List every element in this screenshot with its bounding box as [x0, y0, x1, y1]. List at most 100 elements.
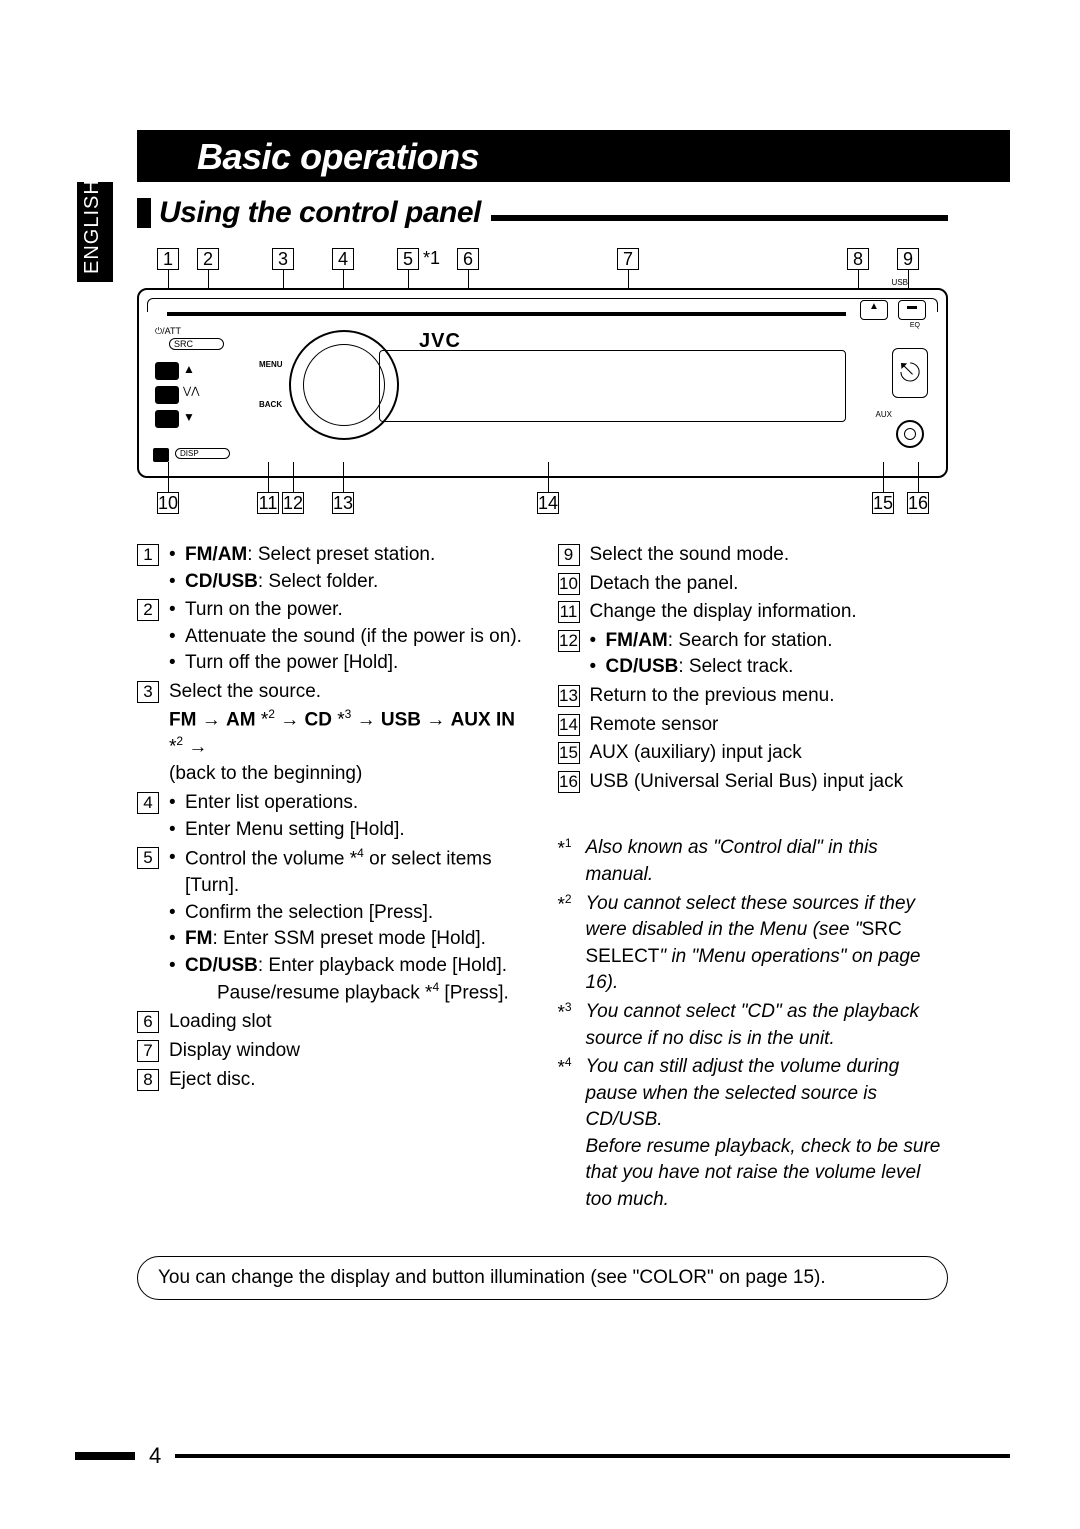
item-number: 4 — [137, 792, 159, 814]
footnote: *2You cannot select these sources if the… — [558, 891, 949, 997]
up-button-icon — [155, 362, 179, 380]
item-body: Detach the panel. — [590, 571, 949, 598]
callout-2: 2 — [197, 248, 219, 270]
item-number: 7 — [137, 1040, 159, 1062]
item-number: 10 — [558, 573, 580, 595]
page-content: Basic operations Using the control panel… — [75, 130, 1010, 1300]
item-body: Return to the previous menu. — [590, 683, 949, 710]
item-body: Select the sound mode. — [590, 542, 949, 569]
stereo-panel: ▲ ▬ EQ JVC ⏻/ATT SRC ▲ ⋁⋀ ▼ MENU BACK DI… — [137, 288, 948, 478]
item-body: •FM/AM: Search for station.•CD/USB: Sele… — [590, 628, 949, 681]
item-number: 9 — [558, 544, 580, 566]
src-label: SRC — [169, 338, 224, 350]
callout-5: 5 — [397, 248, 419, 270]
power-label: ⏻/ATT — [155, 326, 181, 337]
callout-6: 6 — [457, 248, 479, 270]
item-body: •Control the volume *4 or select items [… — [169, 845, 528, 1007]
list-item: 1 •FM/AM: Select preset station.•CD/USB: … — [137, 542, 528, 595]
loading-slot — [167, 312, 846, 316]
item-number: 8 — [137, 1069, 159, 1091]
star-annotation: *1 — [423, 248, 440, 269]
callout-9: 9 — [897, 248, 919, 270]
subhead-bar — [137, 198, 151, 228]
menu-label: MENU — [259, 360, 283, 369]
list-item: 4 •Enter list operations.•Enter Menu sett… — [137, 790, 528, 843]
item-body: AUX (auxiliary) input jack — [590, 740, 949, 767]
callout-12: 12 — [282, 492, 304, 514]
list-item: 9 Select the sound mode. — [558, 542, 949, 569]
down-button-icon — [155, 410, 179, 428]
detach-button-icon — [153, 448, 169, 462]
item-number: 3 — [137, 681, 159, 703]
disp-label: DISP — [175, 448, 230, 459]
item-body: •Enter list operations.•Enter Menu setti… — [169, 790, 528, 843]
footnotes: *1Also known as "Control dial" in this m… — [558, 835, 949, 1213]
item-body: Loading slot — [169, 1009, 528, 1036]
list-item: 8 Eject disc. — [137, 1067, 528, 1094]
footer-left-bar — [75, 1452, 135, 1460]
callout-3: 3 — [272, 248, 294, 270]
nav-button-icon — [155, 386, 179, 404]
item-number: 13 — [558, 685, 580, 707]
item-number: 16 — [558, 771, 580, 793]
callout-13: 13 — [332, 492, 354, 514]
item-body: Display window — [169, 1038, 528, 1065]
list-item: 12 •FM/AM: Search for station.•CD/USB: Se… — [558, 628, 949, 681]
list-item: 11 Change the display information. — [558, 599, 949, 626]
footnote: *1Also known as "Control dial" in this m… — [558, 835, 949, 888]
list-item: 15 AUX (auxiliary) input jack — [558, 740, 949, 767]
list-item: 10 Detach the panel. — [558, 571, 949, 598]
list-item: 3 Select the source.FM → AM *2 → CD *3 → … — [137, 679, 528, 788]
aux-label: AUX — [876, 410, 892, 419]
callout-15: 15 — [872, 492, 894, 514]
display-window — [379, 350, 846, 422]
eject-button-icon: ▲ — [860, 300, 888, 320]
subheading-row: Using the control panel — [137, 196, 1010, 230]
back-label: BACK — [259, 400, 282, 409]
eq-label: EQ — [910, 322, 920, 329]
right-column: 9 Select the sound mode. 10 Detach the pane… — [558, 542, 949, 1216]
section-banner: Basic operations — [137, 130, 1010, 182]
callout-10: 10 — [157, 492, 179, 514]
callout-7: 7 — [617, 248, 639, 270]
callout-8: 8 — [847, 248, 869, 270]
usb-jack-icon: ⎋ — [892, 348, 928, 398]
item-number: 15 — [558, 742, 580, 764]
list-item: 16 USB (Universal Serial Bus) input jack — [558, 769, 949, 796]
list-item: 14 Remote sensor — [558, 712, 949, 739]
item-body: •Turn on the power.•Attenuate the sound … — [169, 597, 528, 677]
item-number: 5 — [137, 847, 159, 869]
note-box: You can change the display and button il… — [137, 1256, 948, 1300]
item-body: Remote sensor — [590, 712, 949, 739]
subhead-line — [491, 215, 948, 221]
control-panel-diagram: 12 3 4 5 6 7 8 9 *1 ▲ ▬ EQ JVC ⏻/ATT SRC ▲ ⋁⋀ ▼… — [137, 248, 948, 518]
aux-jack-icon — [896, 420, 924, 448]
item-number: 11 — [558, 601, 580, 623]
callout-14: 14 — [537, 492, 559, 514]
page-footer: 4 — [75, 1443, 1010, 1469]
item-body: Change the display information. — [590, 599, 949, 626]
item-body: Eject disc. — [169, 1067, 528, 1094]
list-item: 5 •Control the volume *4 or select items … — [137, 845, 528, 1007]
footer-right-bar — [175, 1454, 1010, 1458]
callout-16: 16 — [907, 492, 929, 514]
eq-button-icon: ▬ — [898, 300, 926, 320]
item-body: USB (Universal Serial Bus) input jack — [590, 769, 949, 796]
item-body: •FM/AM: Select preset station.•CD/USB: S… — [169, 542, 528, 595]
callout-4: 4 — [332, 248, 354, 270]
item-number: 14 — [558, 714, 580, 736]
description-columns: 1 •FM/AM: Select preset station.•CD/USB: … — [137, 542, 948, 1216]
item-number: 6 — [137, 1011, 159, 1033]
item-number: 1 — [137, 544, 159, 566]
callout-11: 11 — [257, 492, 279, 514]
callout-1: 1 — [157, 248, 179, 270]
item-number: 12 — [558, 630, 580, 652]
item-number: 2 — [137, 599, 159, 621]
usb-label: USB — [892, 278, 908, 287]
item-body: Select the source.FM → AM *2 → CD *3 → U… — [169, 679, 528, 788]
subheading: Using the control panel — [159, 196, 481, 230]
footnote: *4You can still adjust the volume during… — [558, 1054, 949, 1214]
list-item: 13 Return to the previous menu. — [558, 683, 949, 710]
page-number: 4 — [135, 1443, 175, 1469]
left-column: 1 •FM/AM: Select preset station.•CD/USB: … — [137, 542, 528, 1216]
